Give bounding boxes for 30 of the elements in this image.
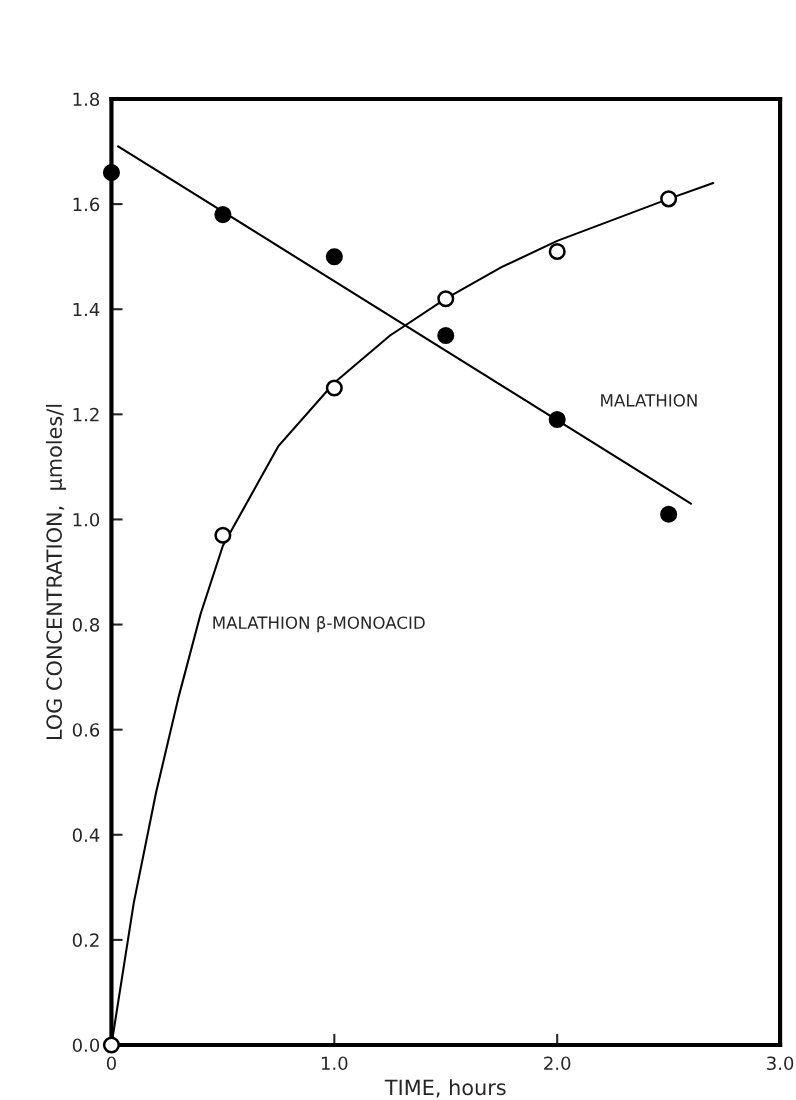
- y-tick-label: 0.2: [72, 933, 99, 948]
- point: [548, 242, 566, 260]
- y-axis-title: LOG CONCENTRATION, μmoles/l: [45, 404, 67, 740]
- point: [660, 505, 678, 523]
- point: [660, 190, 678, 208]
- point: [102, 164, 120, 182]
- y-tick-label: 0.6: [72, 723, 100, 737]
- x-axis-title: TIME, hours: [384, 1079, 506, 1098]
- y-tick-label: 1.0: [73, 512, 100, 527]
- annotation: MALATHION β-MONOACID: [213, 615, 425, 633]
- point: [437, 290, 455, 308]
- x-tick-label: 2.0: [544, 1056, 571, 1071]
- point: [102, 1036, 120, 1054]
- point: [325, 248, 343, 266]
- x-tick-label: 0: [106, 1056, 116, 1071]
- x-tick-label: 1.0: [321, 1056, 348, 1071]
- point: [437, 326, 455, 345]
- point: [214, 526, 232, 544]
- y-tick-label: 1.6: [73, 197, 100, 212]
- annotation: MALATHION: [601, 394, 697, 407]
- y-tick-label: 1.4: [73, 302, 100, 317]
- point: [548, 411, 566, 429]
- y-tick-label: 0.8: [72, 618, 100, 632]
- x-tick-label: 3.0: [767, 1056, 794, 1071]
- y-tick-label: 1.8: [73, 92, 100, 107]
- point: [325, 379, 343, 397]
- point: [214, 206, 232, 224]
- y-tick-label: 1.2: [73, 407, 99, 422]
- y-tick-label: 0.4: [72, 828, 100, 842]
- y-tick-label: 0.0: [72, 1038, 100, 1053]
